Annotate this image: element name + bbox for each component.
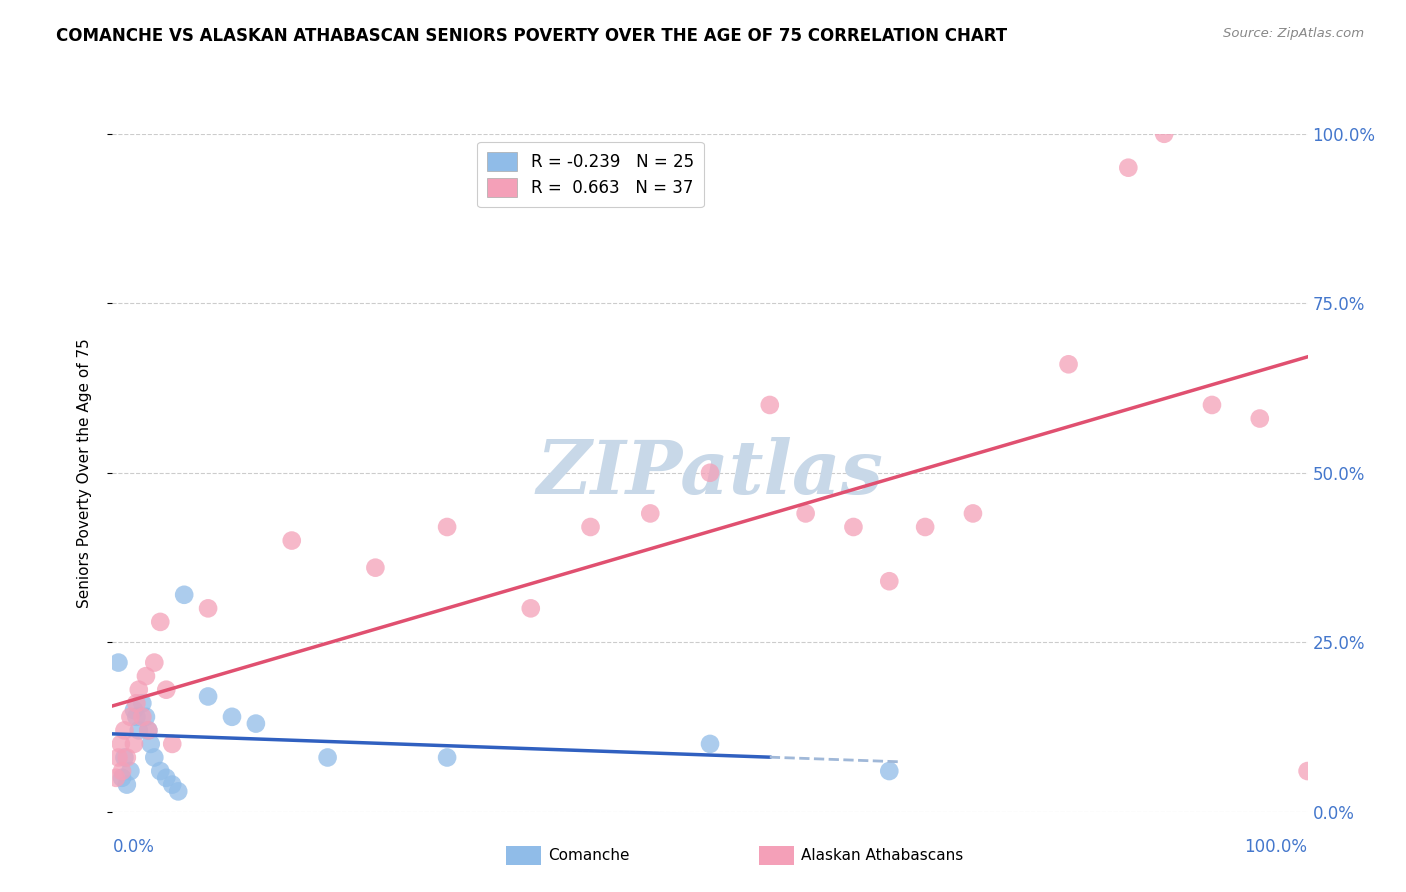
Point — [122, 737, 145, 751]
Point — [1116, 161, 1139, 175]
Point — [316, 750, 339, 764]
Point — [107, 750, 129, 764]
Point — [122, 703, 145, 717]
Text: Source: ZipAtlas.com: Source: ZipAtlas.com — [1223, 27, 1364, 40]
Point — [162, 737, 183, 751]
Point — [149, 764, 172, 778]
Point — [128, 682, 150, 697]
Point — [138, 723, 160, 738]
Text: Alaskan Athabascans: Alaskan Athabascans — [801, 848, 963, 863]
Text: ZIPatlas: ZIPatlas — [537, 436, 883, 509]
Point — [364, 560, 387, 574]
Point — [128, 723, 150, 738]
Point — [699, 737, 721, 751]
Point — [579, 520, 602, 534]
Point — [115, 778, 138, 792]
Point — [120, 710, 142, 724]
Point — [155, 771, 177, 785]
Point — [167, 784, 190, 798]
Point — [794, 507, 817, 521]
Point — [131, 710, 153, 724]
Point — [135, 710, 157, 724]
Text: Comanche: Comanche — [548, 848, 630, 863]
Point — [877, 764, 900, 778]
Point — [962, 507, 984, 521]
Point — [143, 656, 166, 670]
Point — [914, 520, 936, 534]
Point — [114, 723, 135, 738]
Point — [131, 696, 153, 710]
Point — [520, 601, 543, 615]
Point — [162, 778, 183, 792]
Point — [139, 737, 162, 751]
Point — [197, 601, 219, 615]
Point — [149, 615, 172, 629]
Legend: R = -0.239   N = 25, R =  0.663   N = 37: R = -0.239 N = 25, R = 0.663 N = 37 — [477, 142, 704, 207]
Point — [1153, 127, 1175, 141]
Point — [125, 696, 148, 710]
Point — [143, 750, 166, 764]
Text: 0.0%: 0.0% — [112, 838, 155, 855]
Point — [111, 764, 134, 778]
Point — [125, 710, 148, 724]
Point — [111, 771, 134, 785]
Text: 100.0%: 100.0% — [1244, 838, 1308, 855]
Point — [197, 690, 219, 704]
Point — [1057, 357, 1080, 371]
Point — [115, 750, 138, 764]
Point — [114, 750, 135, 764]
Point — [110, 737, 132, 751]
Point — [221, 710, 243, 724]
Point — [842, 520, 865, 534]
Point — [436, 750, 458, 764]
Point — [1249, 411, 1271, 425]
Point — [107, 656, 129, 670]
Point — [138, 723, 160, 738]
Point — [281, 533, 304, 548]
Point — [1201, 398, 1223, 412]
Point — [436, 520, 458, 534]
Point — [173, 588, 195, 602]
Point — [105, 771, 128, 785]
Point — [638, 507, 662, 521]
Point — [699, 466, 721, 480]
Text: COMANCHE VS ALASKAN ATHABASCAN SENIORS POVERTY OVER THE AGE OF 75 CORRELATION CH: COMANCHE VS ALASKAN ATHABASCAN SENIORS P… — [56, 27, 1007, 45]
Point — [877, 574, 900, 589]
Point — [135, 669, 157, 683]
Point — [245, 716, 267, 731]
Point — [155, 682, 177, 697]
Point — [120, 764, 142, 778]
Point — [759, 398, 782, 412]
Point — [1296, 764, 1319, 778]
Y-axis label: Seniors Poverty Over the Age of 75: Seniors Poverty Over the Age of 75 — [77, 338, 91, 607]
